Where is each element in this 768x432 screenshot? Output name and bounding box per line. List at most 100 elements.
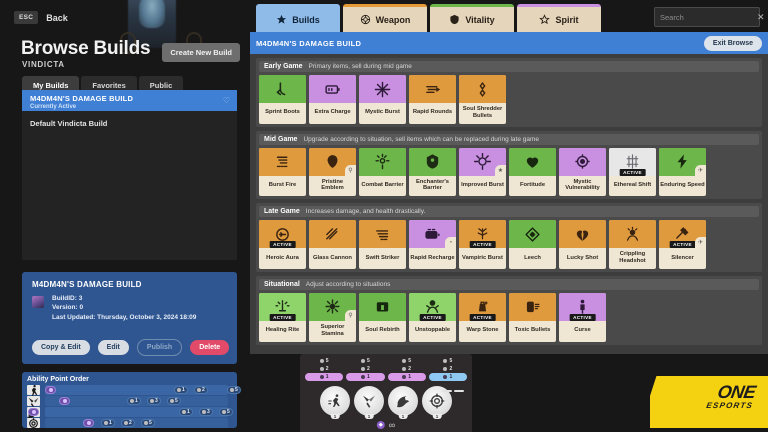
item-card[interactable]: ✈ Enduring Speed: [659, 147, 706, 197]
item-section: Mid Game Upgrade according to situation, …: [256, 130, 762, 200]
item-card[interactable]: Sprint Boots: [259, 75, 306, 124]
item-card[interactable]: Combat Barrier: [359, 147, 406, 197]
ability-point-marker[interactable]: 3: [199, 408, 213, 416]
ability-point-marker[interactable]: 5: [141, 419, 155, 427]
tab-weapon[interactable]: Weapon: [343, 4, 427, 32]
item-card[interactable]: ACTIVE Heroic Aura: [259, 220, 306, 269]
item-card[interactable]: Leech: [509, 220, 556, 269]
item-card[interactable]: Burst Fire: [259, 147, 306, 197]
item-name: Warp Stone: [466, 327, 499, 334]
ability-slot[interactable]: 1: [320, 386, 350, 419]
ability-point-marker[interactable]: [45, 386, 56, 394]
vampiric-icon: [474, 226, 491, 243]
item-card[interactable]: ⚲ Superior Stamina: [309, 292, 356, 342]
item-card[interactable]: Glass Cannon: [309, 220, 356, 269]
point-dot: [202, 410, 206, 414]
search-box[interactable]: ✕: [654, 7, 765, 27]
tab-label: Spirit: [555, 14, 579, 25]
ability-upgrade-cell[interactable]: 5: [346, 357, 384, 365]
ability-point-marker[interactable]: 1: [101, 419, 115, 427]
exit-browse-button[interactable]: Exit Browse: [703, 35, 762, 51]
section-name: Situational: [264, 280, 300, 288]
copy-edit-button[interactable]: Copy & Edit: [32, 340, 90, 355]
tab-label: Weapon: [375, 14, 411, 25]
item-card[interactable]: Toxic Bullets: [509, 292, 556, 342]
ability-upgrade-cell[interactable]: 2: [305, 365, 343, 373]
build-list-item[interactable]: M4DM4N'S DAMAGE BUILD Currently Active ♡: [22, 90, 237, 111]
item-card[interactable]: ACTIVE Ethereal Shift: [609, 147, 656, 197]
ability-point-marker[interactable]: 5: [227, 386, 241, 394]
item-card[interactable]: Swift Striker: [359, 220, 406, 269]
soul-icon: ◆: [376, 421, 385, 429]
upgrade-indicator: ◆ ∞: [376, 420, 395, 430]
ability-point-marker[interactable]: 2: [194, 386, 208, 394]
ability-point-marker[interactable]: [28, 408, 39, 416]
tab-vitality[interactable]: Vitality: [430, 4, 514, 32]
watermark-line2: ESPORTS: [705, 400, 754, 410]
item-card[interactable]: ACTIVE Warp Stone: [459, 292, 506, 342]
search-input[interactable]: [660, 12, 757, 22]
ability-slot[interactable]: 1: [354, 386, 384, 419]
ability-upgrade-cell[interactable]: 5: [429, 357, 467, 365]
back-label[interactable]: Back: [46, 12, 68, 23]
edit-button[interactable]: Edit: [97, 340, 129, 355]
ability-point-marker[interactable]: 1: [174, 386, 188, 394]
ability-upgrade-cell[interactable]: 5: [388, 357, 426, 365]
item-card[interactable]: ACTIVE Vampiric Burst: [459, 220, 506, 269]
item-card[interactable]: ◔ Rapid Recharge: [409, 220, 456, 269]
ability-point-marker[interactable]: [83, 419, 94, 427]
active-build-bar: M4DM4N'S DAMAGE BUILD Exit Browse: [250, 32, 768, 54]
item-card[interactable]: Enchanter's Barrier: [409, 147, 456, 197]
point-dot: [130, 399, 134, 403]
tab-builds[interactable]: Builds: [256, 4, 340, 32]
ability-upgrade-cell[interactable]: 2: [346, 365, 384, 373]
item-card[interactable]: Rapid Rounds: [409, 75, 456, 124]
point-label: 5: [149, 420, 152, 426]
ability-point-marker[interactable]: 5: [167, 397, 181, 405]
ability-upgrade-cell[interactable]: 2: [429, 365, 467, 373]
build-list[interactable]: M4DM4N'S DAMAGE BUILD Currently Active ♡ De…: [22, 90, 237, 260]
ability-point-marker[interactable]: 1: [179, 408, 193, 416]
ability-upgrade-cell[interactable]: 2: [388, 365, 426, 373]
ability-point-marker[interactable]: 2: [121, 419, 135, 427]
item-card[interactable]: Crippling Headshot: [609, 220, 656, 269]
ability-upgrade-cell[interactable]: 1: [387, 373, 426, 381]
build-list-item[interactable]: Default Vindicta Build: [22, 111, 237, 132]
ability-point-marker[interactable]: 5: [219, 408, 233, 416]
item-card[interactable]: Extra Charge: [309, 75, 356, 124]
create-new-build-button[interactable]: Create New Build: [162, 43, 240, 62]
ability-point-marker[interactable]: 1: [127, 397, 141, 405]
tab-spirit[interactable]: Spirit: [517, 4, 601, 32]
ability-upgrade-cell[interactable]: 5: [305, 357, 343, 365]
item-card[interactable]: Mystic Burst: [359, 75, 406, 124]
item-art: [359, 75, 406, 103]
boot-icon: [274, 81, 291, 98]
cost-dot: [319, 367, 324, 371]
ability-upgrade-cell[interactable]: 1: [346, 373, 385, 381]
back-control[interactable]: ESC Back: [14, 11, 68, 24]
delete-button[interactable]: Delete: [190, 340, 230, 355]
item-card[interactable]: Lucky Shot: [559, 220, 606, 269]
item-card[interactable]: ★ Improved Burst: [459, 147, 506, 197]
spirit-star-icon: [539, 14, 551, 25]
item-card[interactable]: ACTIVE Curse: [559, 292, 606, 342]
item-card[interactable]: Fortitude: [509, 147, 556, 197]
publish-button[interactable]: Publish: [136, 339, 183, 356]
favorite-heart-icon[interactable]: ♡: [222, 96, 230, 105]
item-card[interactable]: ⚲ Pristine Emblem: [309, 147, 356, 197]
ability-point-marker[interactable]: 3: [147, 397, 161, 405]
item-card[interactable]: Soul Rebirth: [359, 292, 406, 342]
close-icon[interactable]: ✕: [757, 11, 765, 22]
ability-slot[interactable]: 1: [388, 386, 418, 419]
item-card[interactable]: Soul Shredder Bullets: [459, 75, 506, 124]
item-card[interactable]: ACTIVE Healing Rite: [259, 292, 306, 342]
hero-name-label: VINDICTA: [22, 60, 65, 69]
ability-upgrade-cell[interactable]: 1: [305, 373, 344, 381]
ability-upgrade-cell[interactable]: 1: [428, 373, 467, 381]
ability-point-marker[interactable]: [59, 397, 70, 405]
item-card[interactable]: ACTIVE Unstoppable: [409, 292, 456, 342]
leech-icon: [524, 226, 541, 243]
item-card[interactable]: ACTIVE ✈ Silencer: [659, 220, 706, 269]
item-card[interactable]: Mystic Vulnerability: [559, 147, 606, 197]
silencer-icon: [674, 226, 691, 243]
